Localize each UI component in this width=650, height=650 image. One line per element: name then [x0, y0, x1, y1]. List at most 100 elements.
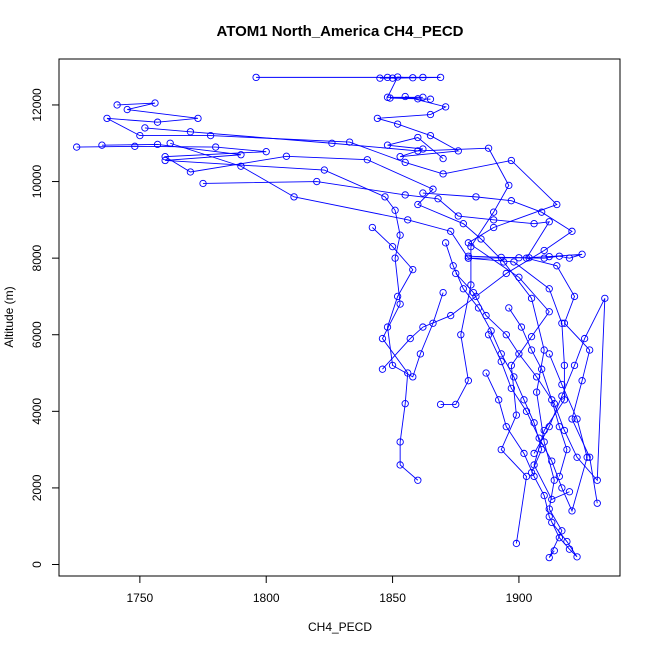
data-point: [439, 288, 447, 297]
data-point: [558, 380, 566, 389]
data-point: [447, 311, 455, 320]
data-point: [553, 262, 561, 270]
data-point: [469, 288, 478, 297]
data-point: [426, 110, 435, 119]
data-point: [530, 461, 538, 469]
data-point: [441, 239, 450, 247]
data-point: [497, 350, 505, 358]
y-tick-label: 6000: [30, 321, 44, 348]
data-point: [548, 518, 556, 527]
data-point: [512, 539, 521, 548]
data-point: [502, 269, 510, 278]
data-point: [252, 73, 260, 82]
data-point: [497, 253, 505, 262]
data-point: [540, 246, 548, 255]
series-line: [455, 273, 606, 482]
data-point: [320, 166, 328, 174]
data-point: [436, 400, 445, 409]
data-point: [570, 292, 579, 301]
data-point: [545, 285, 553, 293]
y-tick-label: 4000: [30, 398, 44, 425]
data-point: [530, 220, 538, 228]
y-axis-label: Altitude (m): [2, 286, 16, 347]
data-point: [206, 131, 215, 140]
data-point: [522, 254, 531, 262]
data-point: [452, 400, 460, 409]
data-point: [409, 265, 417, 274]
data-point: [505, 304, 513, 312]
data-point: [439, 154, 447, 163]
data-point: [560, 426, 569, 435]
data-point: [363, 156, 371, 164]
data-point: [578, 377, 586, 385]
data-point: [464, 239, 473, 247]
data-point: [401, 191, 409, 199]
data-point: [447, 227, 455, 235]
data-point: [565, 545, 574, 553]
data-point: [151, 99, 159, 107]
data-point: [522, 407, 531, 415]
data-point: [419, 93, 427, 101]
data-point: [573, 415, 581, 423]
data-point: [98, 141, 106, 149]
data-point: [563, 445, 571, 454]
data-point: [497, 445, 505, 454]
data-point: [474, 304, 483, 312]
series-line: [372, 227, 444, 378]
data-point: [520, 449, 528, 458]
data-point: [507, 384, 515, 392]
y-tick-label: 0: [30, 561, 44, 568]
x-tick-label: 1900: [506, 591, 533, 605]
data-point: [409, 74, 417, 82]
data-point: [540, 426, 548, 435]
data-point: [414, 476, 422, 484]
data-point: [586, 453, 594, 461]
data-point: [507, 197, 515, 205]
data-point: [404, 216, 412, 224]
data-point: [406, 334, 414, 343]
data-point: [452, 269, 460, 278]
data-point: [580, 334, 589, 343]
data-point: [558, 527, 566, 535]
data-point: [502, 422, 510, 431]
data-point: [507, 361, 515, 370]
data-point: [558, 319, 566, 327]
data-point: [550, 547, 558, 555]
data-point: [376, 74, 384, 82]
data-point: [166, 139, 174, 147]
data-point: [477, 235, 485, 243]
data-point: [593, 499, 601, 507]
data-point: [560, 396, 569, 404]
data-point: [555, 472, 564, 481]
data-point: [515, 254, 523, 262]
data-point: [161, 153, 169, 161]
data-point: [282, 152, 291, 160]
data-point: [487, 327, 495, 335]
data-point: [73, 143, 81, 151]
data-point: [530, 449, 538, 458]
data-point: [532, 388, 541, 396]
data-point: [199, 179, 207, 188]
x-tick-label: 1750: [127, 591, 154, 605]
data-point: [515, 350, 523, 358]
series-line: [508, 307, 568, 477]
data-point: [414, 133, 422, 142]
data-point: [393, 73, 402, 81]
data-point: [396, 438, 404, 446]
data-point: [535, 434, 543, 442]
data-point: [313, 177, 321, 186]
data-point: [131, 142, 139, 150]
data-point: [212, 143, 220, 151]
data-point: [434, 195, 442, 203]
data-point: [538, 445, 546, 454]
data-point: [123, 105, 131, 114]
data-point: [401, 158, 409, 167]
y-tick-label: 10000: [30, 165, 44, 199]
data-point: [550, 400, 558, 408]
data-point: [419, 145, 427, 153]
data-point: [484, 144, 493, 152]
data-point: [489, 208, 498, 216]
data-point: [186, 168, 195, 176]
data-point: [328, 139, 336, 147]
